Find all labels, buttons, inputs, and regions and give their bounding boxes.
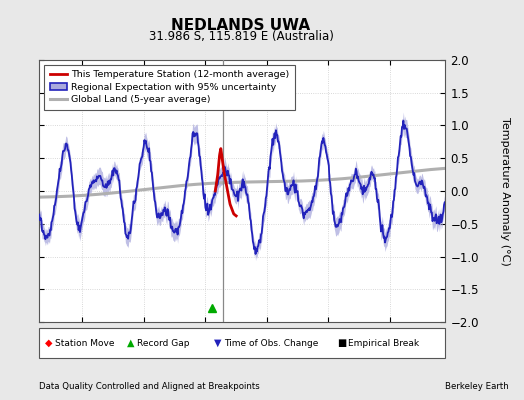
Text: Data Quality Controlled and Aligned at Breakpoints: Data Quality Controlled and Aligned at B… xyxy=(39,382,260,391)
Text: ▼: ▼ xyxy=(214,338,221,348)
Text: NEDLANDS UWA: NEDLANDS UWA xyxy=(171,18,311,33)
Text: Berkeley Earth: Berkeley Earth xyxy=(445,382,509,391)
Text: Empirical Break: Empirical Break xyxy=(348,338,420,348)
Text: ▲: ▲ xyxy=(127,338,135,348)
Text: 31.986 S, 115.819 E (Australia): 31.986 S, 115.819 E (Australia) xyxy=(149,30,333,43)
Y-axis label: Temperature Anomaly (°C): Temperature Anomaly (°C) xyxy=(499,117,510,265)
Text: ◆: ◆ xyxy=(45,338,52,348)
Text: ■: ■ xyxy=(337,338,347,348)
Text: Time of Obs. Change: Time of Obs. Change xyxy=(224,338,318,348)
Text: Record Gap: Record Gap xyxy=(137,338,190,348)
Text: Station Move: Station Move xyxy=(55,338,115,348)
Legend: This Temperature Station (12-month average), Regional Expectation with 95% uncer: This Temperature Station (12-month avera… xyxy=(44,65,296,110)
